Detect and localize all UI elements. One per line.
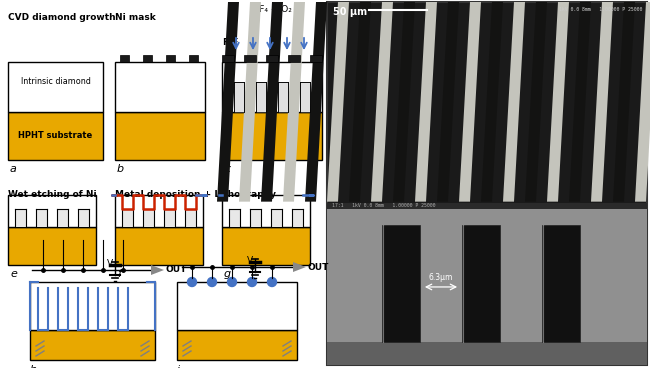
Text: RIE: RIE [222,38,239,47]
Text: g: g [224,269,231,279]
Bar [8,112,103,160]
Text: HPHT substrate: HPHT substrate [18,131,92,141]
Bar [256,82,266,112]
Text: Intrinsic diamond: Intrinsic diamond [21,78,90,86]
Polygon shape [293,262,306,272]
Polygon shape [151,265,164,275]
Text: Ni mask: Ni mask [115,13,156,22]
Bar [143,209,154,227]
Polygon shape [569,2,591,202]
Bar [115,227,203,265]
Bar [143,55,152,62]
Bar [300,82,310,112]
Bar [250,209,261,227]
Polygon shape [327,2,349,202]
Polygon shape [547,2,569,202]
Polygon shape [481,2,503,202]
Circle shape [187,277,196,287]
Bar [30,282,155,330]
Text: 6.3μm: 6.3μm [429,273,453,282]
Polygon shape [437,2,459,202]
Bar [115,62,205,112]
Bar [115,195,203,227]
Text: V: V [247,256,253,265]
Polygon shape [371,2,393,202]
Bar [462,224,500,342]
Bar [185,209,196,227]
Polygon shape [349,2,371,202]
Text: V: V [107,259,113,268]
Bar [122,209,133,227]
Text: a: a [10,164,17,174]
Text: Metal deposition + Lithography: Metal deposition + Lithography [115,190,276,199]
Bar [271,209,282,227]
Bar [292,209,303,227]
Bar [382,224,420,342]
Bar [222,112,322,160]
Polygon shape [591,2,613,202]
Bar [57,209,68,227]
Circle shape [207,277,216,287]
Text: e: e [10,269,17,279]
Polygon shape [459,2,481,202]
Bar [8,227,96,265]
Bar [234,82,244,112]
Bar [266,55,278,62]
Circle shape [248,277,257,287]
Text: OUT: OUT [308,262,330,272]
Bar [327,203,647,209]
Bar [310,55,322,62]
Polygon shape [283,2,305,202]
Bar [78,209,89,227]
Text: h: h [30,365,37,368]
Bar [222,195,310,227]
Bar [244,55,256,62]
Bar [36,209,47,227]
Bar [327,209,647,365]
Text: i: i [177,365,180,368]
Polygon shape [613,2,635,202]
Bar [542,224,580,342]
Bar [8,195,96,227]
Bar [115,112,205,160]
Bar [327,2,647,365]
Bar [8,62,103,112]
Text: 1kV 0.0 8mm   1.00000 P 25000: 1kV 0.0 8mm 1.00000 P 25000 [558,7,642,12]
Bar [189,55,198,62]
Polygon shape [261,2,283,202]
Bar [222,55,234,62]
Polygon shape [393,2,415,202]
Polygon shape [217,2,239,202]
Bar [30,330,155,360]
Text: c: c [224,164,230,174]
Polygon shape [503,2,525,202]
Bar [166,55,175,62]
Polygon shape [415,2,437,202]
Polygon shape [635,2,650,202]
Polygon shape [239,2,261,202]
Circle shape [227,277,237,287]
Text: f: f [117,269,121,279]
Text: b: b [117,164,124,174]
Bar [164,209,175,227]
Bar [120,55,129,62]
Bar [177,330,297,360]
Text: CVD diamond growth: CVD diamond growth [8,13,116,22]
Bar [222,227,310,265]
Text: OUT: OUT [166,265,187,275]
Text: CF₄ + O₂: CF₄ + O₂ [253,5,291,14]
Bar [177,282,297,330]
Text: 17:1   1kV 0.0 8mm   1.00000 P 25000: 17:1 1kV 0.0 8mm 1.00000 P 25000 [332,204,436,208]
Bar [288,55,300,62]
Bar [327,342,647,365]
Bar [278,82,288,112]
Text: 50 μm: 50 μm [333,7,367,17]
Polygon shape [525,2,547,202]
Bar [222,62,322,112]
Bar [229,209,240,227]
Text: Wet etching of Ni: Wet etching of Ni [8,190,97,199]
Polygon shape [305,2,327,202]
Circle shape [268,277,276,287]
Bar [15,209,26,227]
